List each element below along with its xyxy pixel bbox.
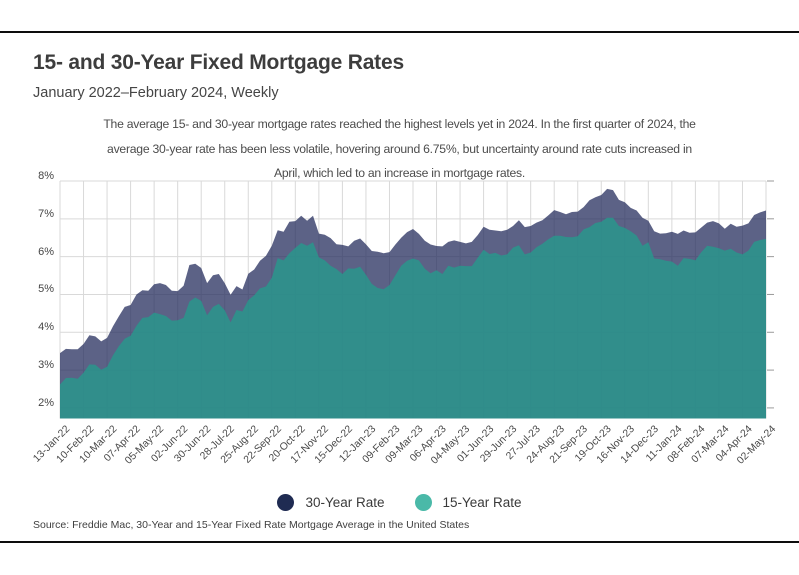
legend-swatch-15-year-icon: [414, 494, 432, 511]
chart-title: 15- and 30-Year Fixed Mortgage Rates: [33, 51, 404, 74]
legend-item-30-year: 30-Year Rate: [277, 494, 385, 511]
legend-label-30-year: 30-Year Rate: [305, 495, 385, 510]
legend: 30-Year Rate 15-Year Rate: [0, 494, 799, 511]
y-axis-label: 6%: [38, 245, 54, 258]
annotation-line-3: April, which led to an increase in mortg…: [273, 166, 526, 180]
legend-item-15-year: 15-Year Rate: [414, 494, 522, 511]
area-series-15-year-rate: [60, 217, 766, 419]
legend-swatch-30-year-icon: [277, 494, 295, 511]
y-axis-label: 8%: [38, 170, 54, 182]
legend-label-15-year: 15-Year Rate: [442, 495, 522, 510]
y-axis-label: 2%: [38, 396, 54, 409]
chart-annotation: The average 15- and 30-year mortgage rat…: [103, 112, 696, 186]
y-axis-label: 3%: [38, 359, 54, 372]
y-axis-label: 5%: [38, 283, 54, 296]
source-note: Source: Freddie Mac, 30-Year and 15-Year…: [33, 519, 470, 531]
annotation-line-2: average 30-year rate has been less volat…: [107, 141, 692, 156]
chart-subtitle: January 2022–February 2024, Weekly: [33, 85, 279, 101]
annotation-line-1: The average 15- and 30-year mortgage rat…: [103, 117, 696, 131]
y-axis-label: 7%: [38, 207, 54, 220]
y-axis-label: 4%: [38, 321, 54, 334]
top-divider: [0, 31, 799, 33]
bottom-divider: [0, 541, 799, 543]
